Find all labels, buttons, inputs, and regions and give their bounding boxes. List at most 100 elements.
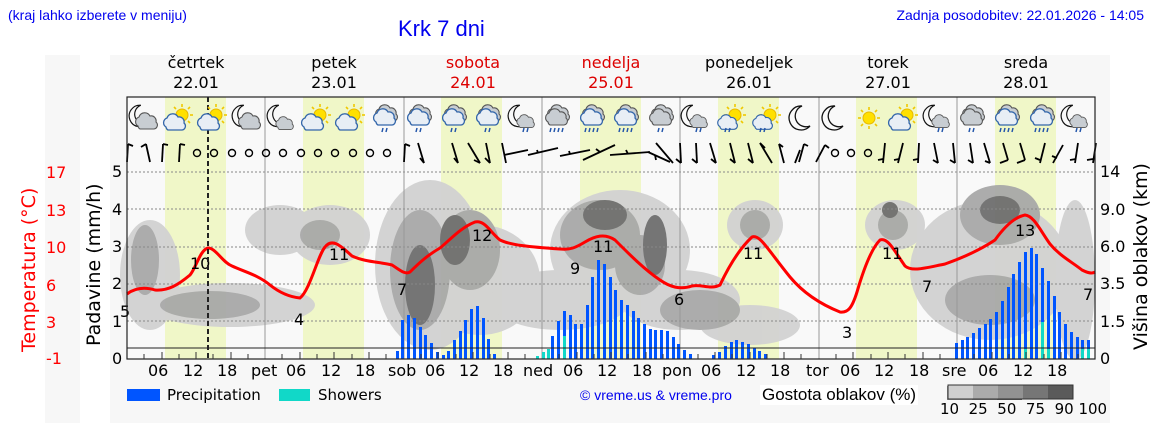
day-label-3: nedelja 25.01 xyxy=(581,53,641,92)
temp-tick: 3 xyxy=(46,313,57,332)
day-label-5: torek 27.01 xyxy=(865,53,911,92)
wind-barb-icon xyxy=(778,143,785,164)
x-tick: 18 xyxy=(632,361,653,380)
svg-text:11: 11 xyxy=(593,237,613,256)
svg-text:7: 7 xyxy=(922,277,932,296)
wind-barb-icon xyxy=(877,142,886,164)
svg-text:6: 6 xyxy=(674,290,684,309)
density-step: 100 xyxy=(1078,400,1108,418)
x-tick: 12 xyxy=(874,361,895,380)
location-hint: (kraj lahko izberete v meniju) xyxy=(8,7,187,23)
x-ticks xyxy=(143,352,1079,359)
x-tick: ned xyxy=(523,361,554,380)
wind-barb-icon xyxy=(655,142,674,164)
x-tick: pon xyxy=(662,361,693,380)
svg-text:10: 10 xyxy=(190,254,210,273)
cloud-height-tick: 3.5 xyxy=(1100,274,1126,293)
calm-wind-icons xyxy=(192,148,392,158)
page-title: Krk 7 dni xyxy=(398,16,485,41)
wind-barb-icon xyxy=(691,142,698,164)
wind-barb-icon xyxy=(1016,142,1026,164)
wind-barb-icon xyxy=(647,151,671,163)
x-tick: sob xyxy=(388,361,417,380)
temp-tick: 6 xyxy=(46,276,57,295)
x-tick: 18 xyxy=(493,361,514,380)
x-tick: 06 xyxy=(840,361,861,380)
temp-tick: 10 xyxy=(46,238,67,257)
wind-barb-icon xyxy=(178,143,186,163)
density-step: 50 xyxy=(997,400,1017,418)
wind-barb-icon xyxy=(794,149,801,164)
wind-barbs-row xyxy=(126,142,1097,164)
day-label-0: četrtek 22.01 xyxy=(167,53,225,92)
wind-barb-icon xyxy=(451,142,459,164)
day-separators xyxy=(264,97,958,359)
x-tick: 18 xyxy=(909,361,930,380)
wind-barb-icon xyxy=(161,143,169,163)
svg-text:3: 3 xyxy=(842,323,852,342)
wind-barb-icon xyxy=(467,142,481,164)
day-label-6: sreda 28.01 xyxy=(1003,53,1049,92)
density-step: 10 xyxy=(940,400,960,418)
svg-text:5: 5 xyxy=(120,302,130,321)
wind-barb-icon xyxy=(559,149,591,157)
precip-tick: 5 xyxy=(112,162,123,181)
wind-barb-icon xyxy=(999,142,1009,164)
precip-tick: 2 xyxy=(112,274,123,293)
cloud-height-axis-title: Višina oblakov (km) xyxy=(1130,163,1152,350)
temperature-curve xyxy=(126,213,1096,314)
wind-barb-icon xyxy=(798,143,809,163)
x-tick: 06 xyxy=(978,361,999,380)
cloud-density-scale-labels: 10 25 50 75 90 100 xyxy=(940,400,1107,418)
temperature-labels: 5 10 4 11 7 12 9 11 6 11 3 11 7 13 7 xyxy=(120,221,1093,342)
wind-barb-icon xyxy=(893,142,904,164)
copyright-link[interactable]: © vreme.us & vreme.pro xyxy=(580,387,732,403)
wind-barb-icon xyxy=(675,142,682,164)
precipitation-legend-label: Precipitation xyxy=(167,386,261,404)
showers-swatch xyxy=(279,389,310,401)
precip-tick: 3 xyxy=(112,237,123,256)
wind-barb-icon xyxy=(1034,142,1046,164)
x-tick: 06 xyxy=(425,361,446,380)
day-label-1: petek 23.01 xyxy=(311,53,357,92)
cloud-height-tick: 6.0 xyxy=(1100,237,1126,256)
x-tick: 12 xyxy=(459,361,480,380)
x-tick: 18 xyxy=(770,361,791,380)
precipitation-axis-title: Padavine (mm/h) xyxy=(83,183,105,346)
svg-text:11: 11 xyxy=(882,244,902,263)
calm-wind-icons xyxy=(830,148,873,158)
day-label-4: ponedeljek 26.01 xyxy=(705,53,793,92)
svg-text:7: 7 xyxy=(397,280,407,299)
cloud-density-title: Gostota oblakov (%) xyxy=(760,385,919,405)
wind-barb-icon xyxy=(709,142,717,164)
density-step: 75 xyxy=(1025,400,1046,418)
wind-barb-icon xyxy=(484,142,491,164)
wind-barb-icon xyxy=(1069,142,1079,164)
wind-barb-icon xyxy=(759,142,773,164)
wind-barb-icon xyxy=(967,142,974,164)
precip-tick: 1 xyxy=(112,312,123,331)
temp-tick: 13 xyxy=(46,201,67,220)
wind-barb-icon xyxy=(949,142,956,164)
cloud-height-tick: 1.5 xyxy=(1100,312,1126,331)
x-tick: pet xyxy=(251,361,278,380)
wind-barb-icon xyxy=(403,143,411,163)
svg-text:7: 7 xyxy=(1083,285,1093,304)
wind-barb-icon xyxy=(582,144,616,161)
wind-barb-icon xyxy=(729,142,736,164)
temperature-axis-panel xyxy=(45,55,80,423)
wind-barb-icon xyxy=(747,142,754,164)
x-tick: tor xyxy=(806,361,829,380)
x-tick: 06 xyxy=(148,361,169,380)
x-tick: 18 xyxy=(355,361,376,380)
svg-text:13: 13 xyxy=(1015,221,1035,240)
cloud-density-scale-swatches xyxy=(947,384,1074,400)
svg-text:11: 11 xyxy=(743,244,763,263)
showers-legend-label: Showers xyxy=(318,386,382,404)
temperature-axis-title: Temperatura (°C) xyxy=(18,187,40,352)
temp-tick: 17 xyxy=(46,163,67,182)
wind-barb-icon xyxy=(1051,144,1064,164)
svg-text:12: 12 xyxy=(472,226,492,245)
x-tick: 12 xyxy=(597,361,618,380)
